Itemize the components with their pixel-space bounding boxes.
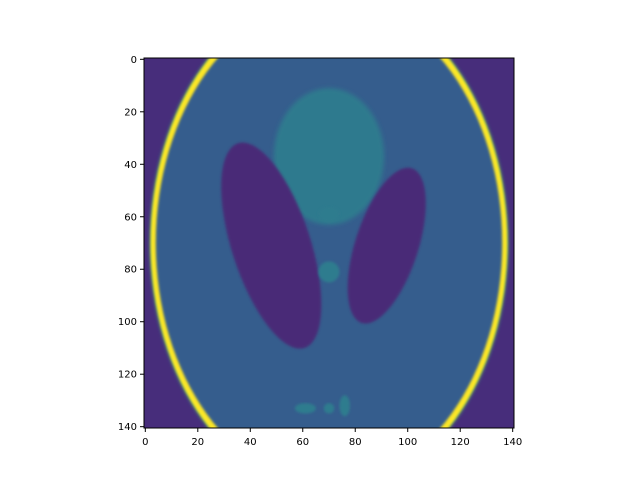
small-spot <box>294 403 316 414</box>
left-dark-lobe <box>221 142 322 349</box>
heatmap-image <box>144 58 514 428</box>
x-tick-label: 100 <box>398 437 417 448</box>
x-tick-label: 140 <box>503 437 522 448</box>
x-tick-label: 40 <box>244 437 257 448</box>
y-tick-label: 40 <box>124 160 137 171</box>
y-tick-label: 80 <box>124 265 137 276</box>
y-tick-label: 140 <box>118 422 137 433</box>
small-spot <box>318 206 340 223</box>
x-axis: 0 20 40 60 80 100 120 140 <box>142 428 522 448</box>
y-tick-label: 120 <box>118 370 137 381</box>
x-tick-label: 80 <box>349 437 362 448</box>
x-tick-label: 60 <box>296 437 309 448</box>
axes-frame <box>143 57 515 429</box>
y-tick-label: 20 <box>124 107 137 118</box>
x-tick-label: 0 <box>142 437 148 448</box>
small-spot <box>318 261 340 283</box>
small-spot <box>323 403 335 414</box>
y-tick-label: 100 <box>118 317 137 328</box>
x-tick-label: 20 <box>191 437 204 448</box>
y-tick-label: 0 <box>131 55 137 66</box>
upper-blob <box>273 88 385 225</box>
right-dark-lobe <box>347 167 426 324</box>
y-tick-label: 60 <box>124 212 137 223</box>
x-tick-label: 120 <box>451 437 470 448</box>
small-spot <box>339 395 350 417</box>
y-axis: 0 20 40 60 80 100 120 140 <box>118 55 144 433</box>
